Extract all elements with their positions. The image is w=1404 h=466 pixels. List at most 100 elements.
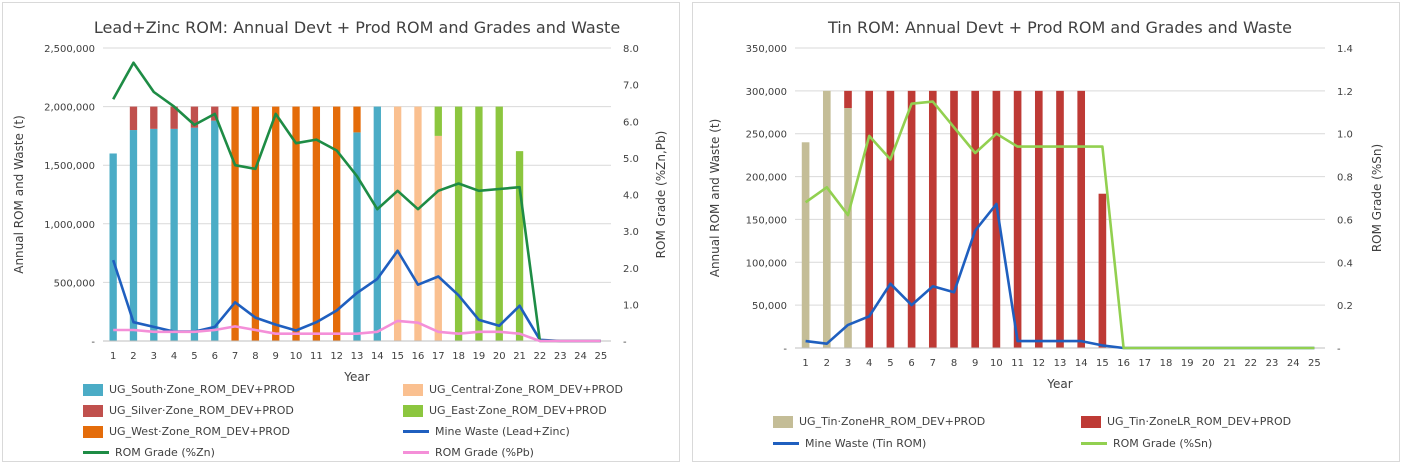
y2-tick-label: 3.0: [623, 227, 639, 238]
bar: [129, 106, 138, 131]
x-tick-label: 25: [1308, 358, 1321, 369]
legend-label: UG_Central·Zone_ROM_DEV+PROD: [429, 383, 623, 396]
x-tick-label: 25: [594, 351, 607, 362]
x-tick-label: 1: [802, 358, 808, 369]
x-tick-label: 19: [473, 351, 486, 362]
bar: [844, 90, 852, 108]
bar: [971, 90, 980, 348]
legend-label: UG_Tin·ZoneLR_ROM_DEV+PROD: [1107, 415, 1292, 428]
y-tick-label: 350,000: [746, 44, 787, 55]
bar: [150, 106, 158, 129]
x-tick-label: 23: [1266, 358, 1279, 369]
x-tick-label: 21: [1223, 358, 1236, 369]
bar: [1098, 193, 1107, 348]
legend-swatch: [773, 415, 793, 428]
lead-zinc-chart: Lead+Zinc ROM: Annual Devt + Prod ROM an…: [12, 18, 668, 384]
y-axis-label: Annual ROM and Waste (t): [12, 115, 26, 274]
y2-tick-label: 8.0: [623, 44, 639, 55]
series-line: [112, 61, 601, 343]
bar: [170, 128, 178, 341]
y-tick-label: 100,000: [746, 258, 787, 269]
legend-label: ROM Grade (%Sn): [1113, 437, 1213, 450]
x-tick-label: 12: [1032, 358, 1045, 369]
x-tick-label: 13: [1054, 358, 1067, 369]
bar: [393, 106, 402, 341]
legend-swatch: [83, 383, 103, 396]
y2-tick-label: 1.0: [623, 300, 639, 311]
legend-label: UG_West·Zone_ROM_DEV+PROD: [109, 425, 290, 438]
y2-tick-label: 1.4: [1337, 44, 1353, 55]
legend-label: UG_Tin·ZoneHR_ROM_DEV+PROD: [799, 415, 986, 428]
y-tick-label: 250,000: [746, 130, 787, 141]
x-tick-label: 7: [232, 351, 238, 362]
bar: [373, 106, 381, 341]
bar: [1034, 90, 1043, 348]
legend-label: ROM Grade (%Zn): [115, 446, 215, 459]
bar: [1056, 90, 1064, 348]
x-tick-label: 18: [1160, 358, 1173, 369]
y2-axis-label: ROM Grade (%Zn,Pb): [654, 131, 668, 259]
legend-swatch: [403, 430, 429, 433]
x-tick-label: 3: [151, 351, 157, 362]
x-tick-label: 24: [574, 351, 587, 362]
legend-item: ROM Grade (%Zn): [83, 446, 215, 459]
y-axis-label: Annual ROM and Waste (t): [708, 119, 722, 278]
bar: [907, 90, 916, 348]
x-tick-label: 14: [1075, 358, 1088, 369]
x-tick-label: 10: [990, 358, 1003, 369]
x-axis-label: Year: [1046, 377, 1072, 391]
x-tick-label: 10: [290, 351, 303, 362]
bar: [992, 90, 1001, 348]
x-tick-label: 14: [371, 351, 384, 362]
bar: [190, 127, 199, 341]
bar: [170, 106, 178, 129]
legend-swatch: [83, 451, 109, 454]
y-tick-label: 500,000: [54, 278, 95, 289]
legend-swatch: [773, 442, 799, 445]
x-tick-label: 16: [1117, 358, 1130, 369]
legend-item: UG_Silver·Zone_ROM_DEV+PROD: [83, 404, 294, 417]
legend-item: UG_Tin·ZoneLR_ROM_DEV+PROD: [1081, 415, 1291, 428]
x-tick-label: 7: [930, 358, 936, 369]
y2-tick-label: 0.2: [1337, 301, 1353, 312]
tin-chart-panel: Tin ROM: Annual Devt + Prod ROM and Grad…: [692, 2, 1400, 462]
x-tick-label: 18: [452, 351, 465, 362]
y2-axis-label: ROM Grade (%Sn): [1370, 144, 1384, 252]
legend-item: Mine Waste (Tin ROM): [773, 437, 926, 450]
legend-label: ROM Grade (%Pb): [435, 446, 534, 459]
legend-label: UG_East·Zone_ROM_DEV+PROD: [429, 404, 607, 417]
y2-tick-label: 1.0: [1337, 130, 1353, 141]
legend-swatch: [83, 425, 103, 438]
x-tick-label: 20: [1202, 358, 1215, 369]
y2-tick-label: 2.0: [623, 264, 639, 275]
x-tick-label: 22: [1244, 358, 1257, 369]
legend-swatch: [403, 383, 423, 396]
x-tick-label: 9: [273, 351, 279, 362]
chart-title: Lead+Zinc ROM: Annual Devt + Prod ROM an…: [94, 18, 620, 37]
x-tick-label: 17: [1138, 358, 1151, 369]
series-line: [804, 100, 1315, 350]
tin-chart: Tin ROM: Annual Devt + Prod ROM and Grad…: [708, 18, 1384, 391]
legend-item: UG_Central·Zone_ROM_DEV+PROD: [403, 383, 623, 396]
y2-tick-label: 0.4: [1337, 258, 1353, 269]
bar: [434, 106, 442, 136]
chart-title: Tin ROM: Annual Devt + Prod ROM and Grad…: [827, 18, 1292, 37]
y2-tick-label: -: [1337, 344, 1341, 355]
x-tick-label: 13: [351, 351, 364, 362]
legend-swatch: [1081, 442, 1107, 445]
y2-tick-label: 7.0: [623, 81, 639, 92]
bar: [434, 135, 442, 341]
bar: [1013, 90, 1022, 348]
x-tick-label: 12: [330, 351, 343, 362]
y2-tick-label: 4.0: [623, 191, 639, 202]
y-tick-label: 50,000: [752, 301, 787, 312]
y-tick-label: 1,500,000: [44, 161, 95, 172]
bar: [454, 106, 463, 341]
x-axis-label: Year: [343, 370, 369, 384]
legend-label: Mine Waste (Tin ROM): [805, 437, 927, 450]
x-tick-label: 4: [171, 351, 177, 362]
bar: [272, 106, 280, 341]
y-tick-label: 150,000: [746, 215, 787, 226]
y-tick-label: 200,000: [746, 173, 787, 184]
bar: [109, 153, 117, 341]
